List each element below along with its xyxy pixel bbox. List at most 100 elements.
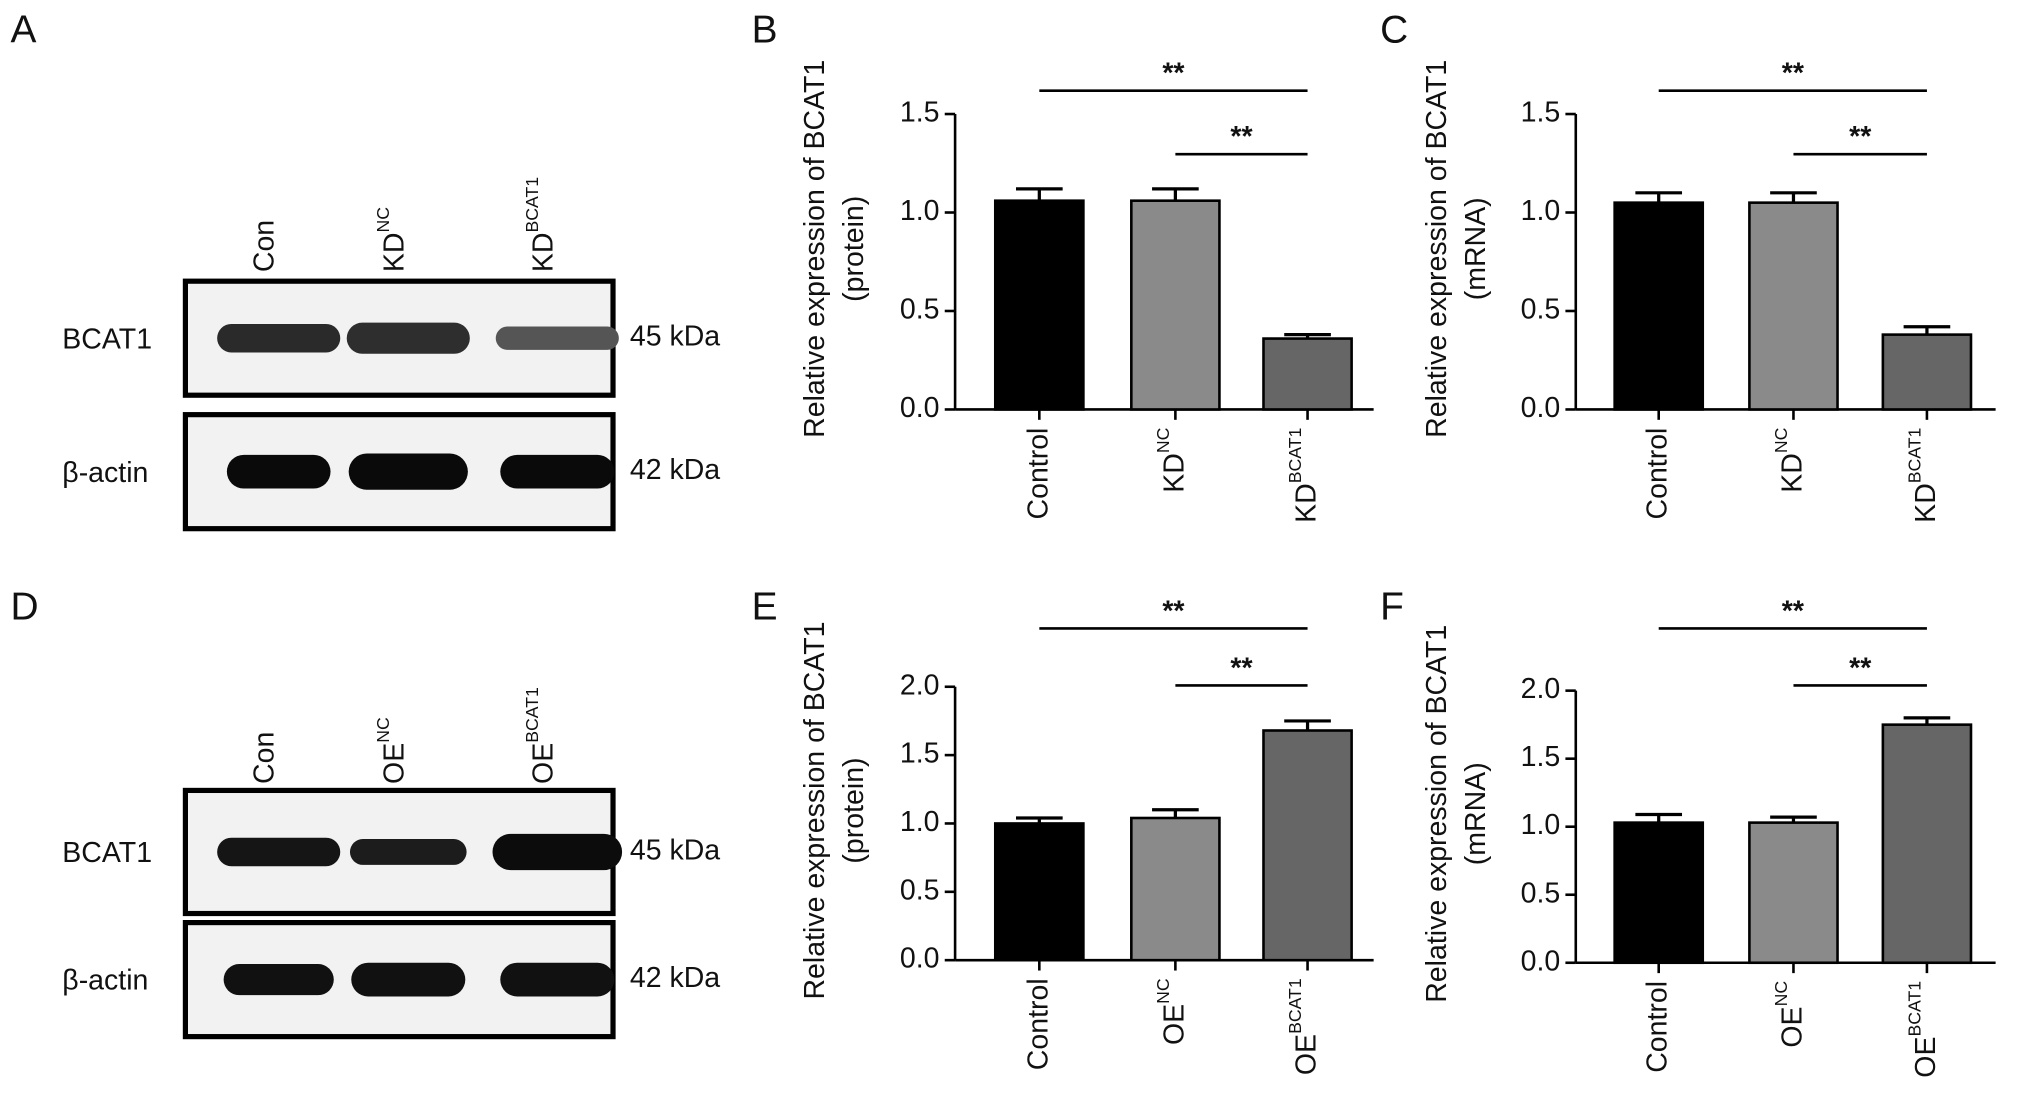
y-axis-label: (protein): [838, 757, 870, 863]
x-tick-label: Control: [1641, 981, 1673, 1073]
significance-label: **: [1162, 58, 1185, 90]
x-tick-label: OENC: [1153, 978, 1190, 1045]
bar: [1748, 201, 1839, 411]
lane-label: Con: [248, 220, 280, 272]
x-tick-label-superscript: BCAT1: [1904, 981, 1924, 1037]
panel-letter: B: [752, 9, 778, 52]
lane-label-base: OE: [378, 743, 410, 784]
y-tick-label: 0.0: [900, 943, 940, 975]
lane-label-superscript: BCAT1: [522, 687, 542, 743]
x-tick-label-superscript: NC: [1771, 981, 1791, 1007]
bar: [993, 199, 1085, 411]
lane-label: KDNC: [373, 207, 410, 272]
row-label: BCAT1: [62, 837, 152, 869]
x-tick-label-base: KD: [1909, 483, 1941, 523]
x-tick-label-base: OE: [1158, 1004, 1190, 1045]
bar: [993, 822, 1085, 962]
band: [348, 453, 468, 490]
band: [223, 964, 334, 996]
x-tick-label-base: KD: [1776, 453, 1808, 493]
y-tick-label: 0.5: [1521, 294, 1561, 326]
bar: [1130, 199, 1221, 411]
y-tick-label: 0.5: [1521, 877, 1561, 909]
panel-letter: E: [752, 585, 778, 628]
lane-label-base: KD: [378, 233, 410, 273]
x-tick-label: OENC: [1771, 981, 1808, 1048]
bar: [1613, 821, 1705, 965]
lane-label: OENC: [373, 717, 410, 784]
lane-label-superscript: NC: [373, 717, 393, 743]
y-tick-label: 0.5: [900, 294, 940, 326]
bar: [1613, 201, 1705, 411]
y-tick-label: 1.5: [1521, 97, 1561, 129]
significance-label: **: [1782, 58, 1805, 90]
x-tick-label-base: Control: [1022, 428, 1054, 520]
bar: [1881, 723, 1973, 965]
x-tick-label-superscript: BCAT1: [1285, 428, 1305, 484]
significance-label: **: [1162, 595, 1185, 627]
x-tick-label: Control: [1022, 978, 1054, 1070]
bar: [1262, 337, 1353, 411]
x-tick-label-superscript: NC: [1771, 427, 1791, 453]
row-label: β-actin: [62, 965, 148, 997]
x-tick-label: KDNC: [1153, 427, 1190, 492]
y-axis-label: (mRNA): [1460, 197, 1492, 300]
lane-label-superscript: NC: [373, 207, 393, 233]
size-label: 42 kDa: [630, 454, 720, 486]
band: [349, 839, 467, 865]
x-tick-label-base: Control: [1022, 978, 1054, 1070]
x-tick-label-superscript: BCAT1: [1904, 428, 1924, 484]
y-axis-label: Relative expression of BCAT1: [1421, 60, 1453, 438]
bar: [1748, 821, 1839, 965]
y-axis-label: (mRNA): [1460, 762, 1492, 865]
x-tick-label-base: KD: [1158, 453, 1190, 493]
x-tick-label-superscript: BCAT1: [1285, 978, 1305, 1034]
y-tick-label: 1.0: [1521, 809, 1561, 841]
y-tick-label: 1.5: [900, 738, 940, 770]
panel-letter: D: [10, 585, 38, 628]
x-tick-label-base: OE: [1776, 1006, 1808, 1047]
size-label: 45 kDa: [630, 835, 720, 867]
band: [500, 454, 615, 489]
row-label: β-actin: [62, 457, 148, 489]
x-tick-label-base: OE: [1909, 1037, 1941, 1078]
bar: [1130, 816, 1221, 962]
x-tick-label-superscript: NC: [1153, 978, 1173, 1004]
x-tick-label: OEBCAT1: [1904, 981, 1941, 1078]
bar: [1262, 729, 1353, 962]
y-tick-label: 0.0: [1521, 945, 1561, 977]
y-tick-label: 1.5: [1521, 741, 1561, 773]
x-tick-label-base: Control: [1641, 981, 1673, 1073]
y-tick-label: 0.0: [1521, 392, 1561, 424]
y-tick-label: 1.0: [1521, 195, 1561, 227]
x-tick-label: Control: [1022, 428, 1054, 520]
band: [217, 323, 341, 353]
x-tick-label: KDBCAT1: [1904, 428, 1941, 523]
y-axis-label: Relative expression of BCAT1: [799, 60, 831, 438]
y-axis-label: Relative expression of BCAT1: [1421, 625, 1453, 1003]
x-tick-label-base: KD: [1290, 483, 1322, 523]
y-tick-label: 1.5: [900, 97, 940, 129]
significance-label: **: [1849, 652, 1872, 684]
y-tick-label: 2.0: [900, 669, 940, 701]
x-tick-label-base: OE: [1290, 1034, 1322, 1075]
x-tick-label: KDNC: [1771, 427, 1808, 492]
y-tick-label: 1.0: [900, 806, 940, 838]
lane-label: KDBCAT1: [522, 177, 559, 272]
band: [346, 322, 470, 354]
size-label: 42 kDa: [630, 962, 720, 994]
significance-label: **: [1849, 121, 1872, 153]
lane-label-base: OE: [527, 743, 559, 784]
lane-label-base: Con: [248, 732, 280, 784]
lane-label-superscript: BCAT1: [522, 177, 542, 233]
x-tick-label-superscript: NC: [1153, 427, 1173, 453]
x-tick-label: Control: [1641, 428, 1673, 520]
significance-label: **: [1782, 595, 1805, 627]
x-tick-label: OEBCAT1: [1285, 978, 1322, 1075]
row-label: BCAT1: [62, 323, 152, 355]
panel-letter: C: [1380, 9, 1408, 52]
lane-label-base: KD: [527, 233, 559, 273]
band: [217, 837, 341, 867]
band: [495, 326, 619, 350]
